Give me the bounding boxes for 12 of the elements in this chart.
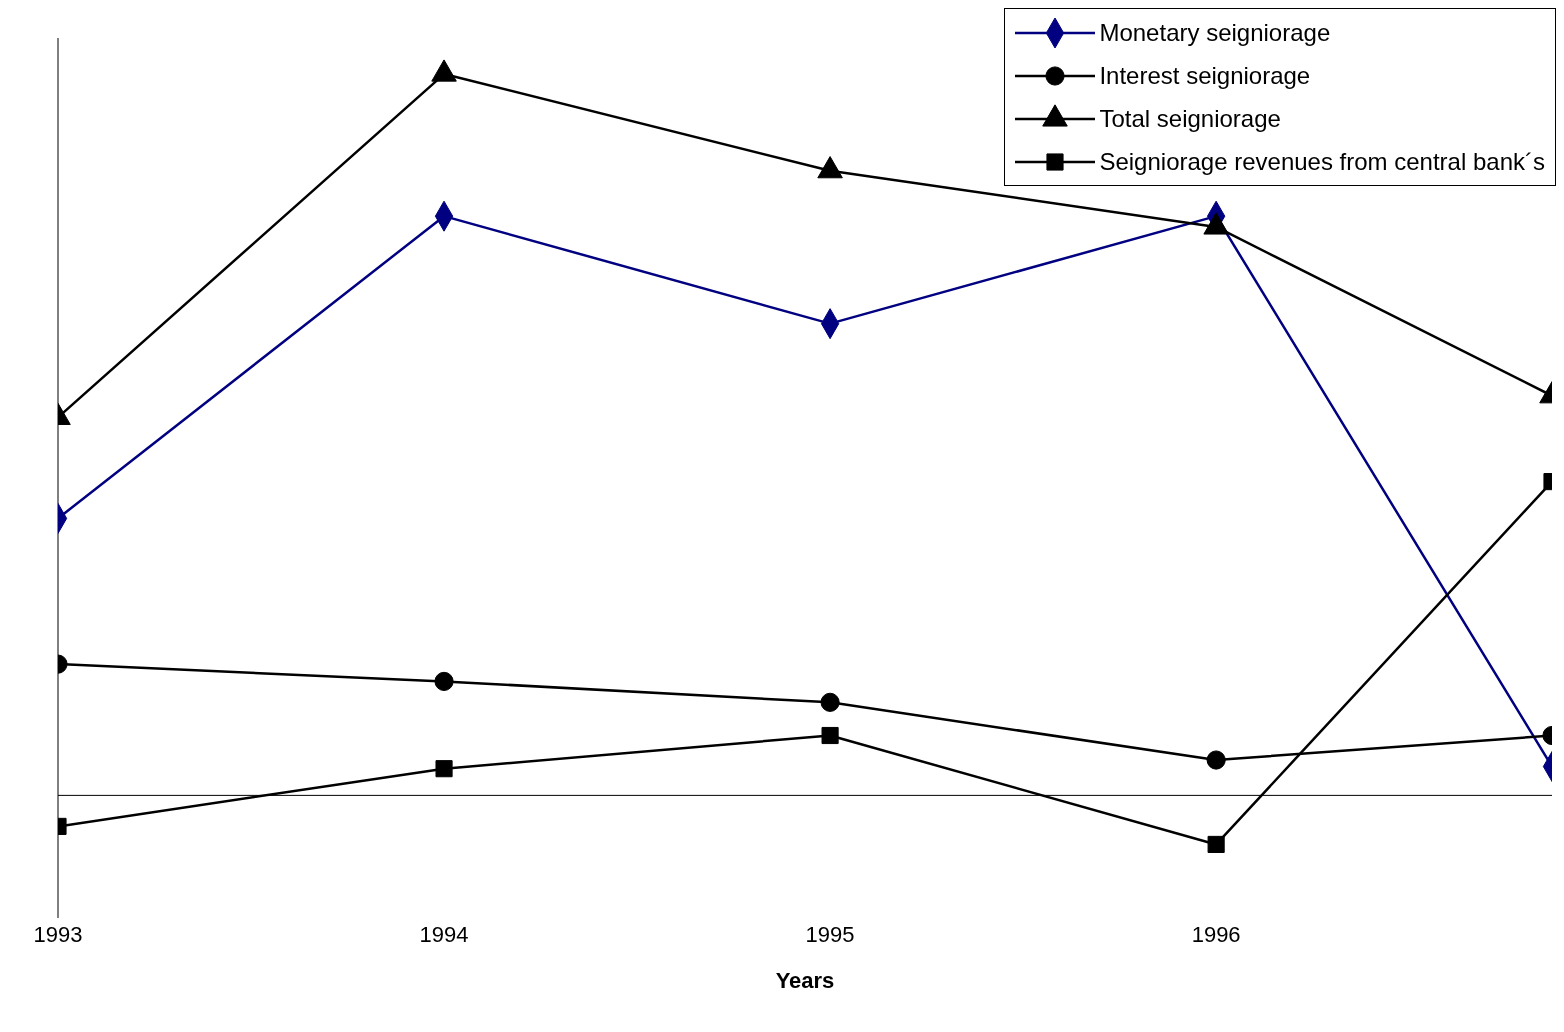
point: [820, 692, 840, 712]
x-axis-title: Years: [775, 968, 835, 993]
point: [817, 156, 843, 179]
legend-label: Interest seigniorage: [1099, 61, 1311, 90]
point: [821, 726, 839, 745]
x-tick-label: 1995: [805, 921, 855, 947]
legend-label: Monetary seigniorage: [1099, 18, 1331, 47]
x-tick-label: 1996: [1191, 921, 1241, 947]
x-tick-label: 1994: [419, 921, 469, 947]
legend-label: Total seigniorage: [1099, 104, 1281, 133]
legend-label: Seigniorage revenues from central bank´s: [1099, 147, 1545, 176]
x-tick-label: 1993: [33, 921, 83, 947]
